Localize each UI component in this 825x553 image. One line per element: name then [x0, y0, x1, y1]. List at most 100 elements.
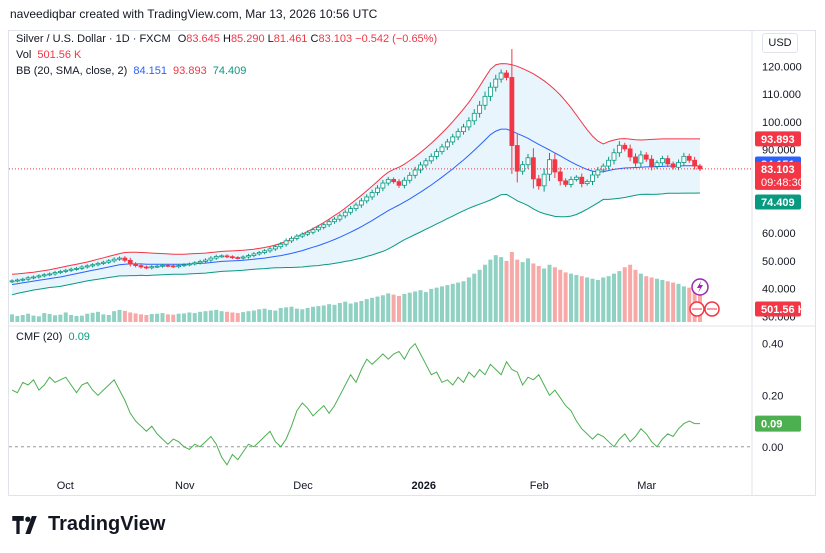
candle-body: [213, 256, 219, 259]
candle-body: [638, 154, 644, 164]
candle-body: [133, 263, 139, 266]
close-value: 83.103: [318, 33, 353, 45]
candle-body: [541, 173, 547, 187]
candle-body: [461, 126, 466, 133]
candle-body: [186, 263, 192, 266]
candle-body: [606, 159, 612, 167]
volume-bar: [348, 303, 353, 322]
candle-body: [229, 256, 235, 259]
volume-bar: [36, 316, 41, 322]
volume-bar: [278, 308, 283, 322]
last-price-badge-bg: [755, 161, 801, 190]
volume-bar: [289, 306, 294, 322]
candle-body: [380, 182, 386, 189]
candle-body: [289, 237, 294, 242]
candle-body: [353, 204, 359, 210]
candle-body: [251, 253, 257, 256]
volume-bar: [187, 312, 192, 322]
time-axis-label: 2026: [412, 480, 436, 492]
candle-body: [573, 176, 579, 180]
candle-body: [649, 158, 655, 167]
volume-bar: [590, 278, 595, 322]
price-tick-label: 110.000: [762, 89, 801, 101]
volume-bar: [90, 312, 95, 322]
volume-bar: [122, 310, 127, 322]
candle-body: [246, 255, 251, 258]
candle-body: [418, 164, 423, 171]
volume-bar: [612, 273, 616, 322]
volume-bar: [165, 314, 170, 322]
bb-lower-badge: 74.409: [761, 197, 795, 209]
candle-body: [525, 157, 531, 166]
volume-bar: [499, 257, 504, 322]
volume-bar: [595, 280, 600, 322]
cmf-legend[interactable]: CMF (20) 0.09: [16, 331, 90, 343]
candle-body: [466, 120, 472, 128]
price-tick-label: 120.000: [762, 61, 802, 73]
volume-bar: [644, 276, 649, 322]
volume-bar: [230, 312, 235, 322]
volume-bar: [407, 292, 412, 322]
candle-body: [20, 278, 26, 281]
candle-body: [95, 262, 101, 266]
volume-bar: [477, 269, 482, 322]
high-value: 85.290: [230, 33, 265, 45]
volume-bar: [413, 291, 418, 322]
volume-bar: [268, 309, 272, 322]
volume-bar: [133, 313, 138, 322]
candle-body: [31, 276, 36, 279]
volume-bar: [429, 288, 434, 322]
bb-mid-value: 84.151: [133, 65, 167, 77]
bb-legend[interactable]: BB (20, SMA, close, 2) 84.151 93.893 74.…: [16, 65, 246, 77]
volume-bar: [74, 315, 79, 322]
volume-bar: [284, 307, 289, 322]
volume-bar: [128, 312, 133, 322]
volume-bar: [69, 315, 74, 322]
volume-bar: [182, 313, 186, 322]
volume-bar: [316, 306, 321, 322]
volume-legend[interactable]: Vol 501.56 K: [16, 49, 81, 61]
time-axis-label: Oct: [57, 480, 74, 492]
volume-bar: [391, 294, 396, 322]
low-value: 81.461: [273, 33, 308, 45]
candle-body: [294, 235, 300, 239]
volume-bar: [488, 259, 493, 322]
volume-bar: [617, 271, 622, 322]
volume-bar: [343, 301, 348, 322]
candle-body: [176, 265, 182, 268]
tradingview-logo[interactable]: TradingView: [12, 513, 165, 536]
volume-label: Vol: [16, 49, 32, 61]
candle-body: [455, 131, 461, 138]
candle-body: [90, 264, 96, 267]
symbol-legend[interactable]: Silver / U.S. Dollar · 1D · FXCM O83.645…: [16, 33, 437, 45]
volume-bar: [574, 274, 579, 322]
volume-bar: [633, 269, 638, 322]
candle-body: [622, 144, 628, 150]
time-axis-label: Mar: [637, 480, 656, 492]
candle-body: [219, 255, 225, 258]
volume-bar: [251, 310, 256, 322]
volume-bar: [53, 315, 57, 322]
volume-bar: [418, 290, 423, 322]
currency-button[interactable]: USD: [762, 33, 798, 53]
high-label: H: [222, 33, 231, 45]
volume-bar: [176, 313, 181, 322]
candle-body: [138, 265, 144, 268]
cmf-tick-label: 0.20: [762, 390, 783, 402]
candle-body: [434, 151, 440, 157]
volume-bar: [337, 302, 342, 322]
candle-body: [203, 259, 208, 262]
candle-body: [235, 257, 241, 259]
candle-body: [9, 280, 15, 283]
volume-bar: [42, 313, 47, 322]
candle-body: [686, 155, 692, 161]
volume-bar: [47, 314, 52, 322]
candle-body: [272, 246, 278, 250]
volume-bar: [687, 287, 692, 322]
candle-body: [143, 266, 149, 269]
candle-body: [52, 272, 58, 275]
candle-body: [111, 258, 117, 262]
candle-body: [337, 215, 343, 220]
volume-bar: [585, 277, 590, 322]
